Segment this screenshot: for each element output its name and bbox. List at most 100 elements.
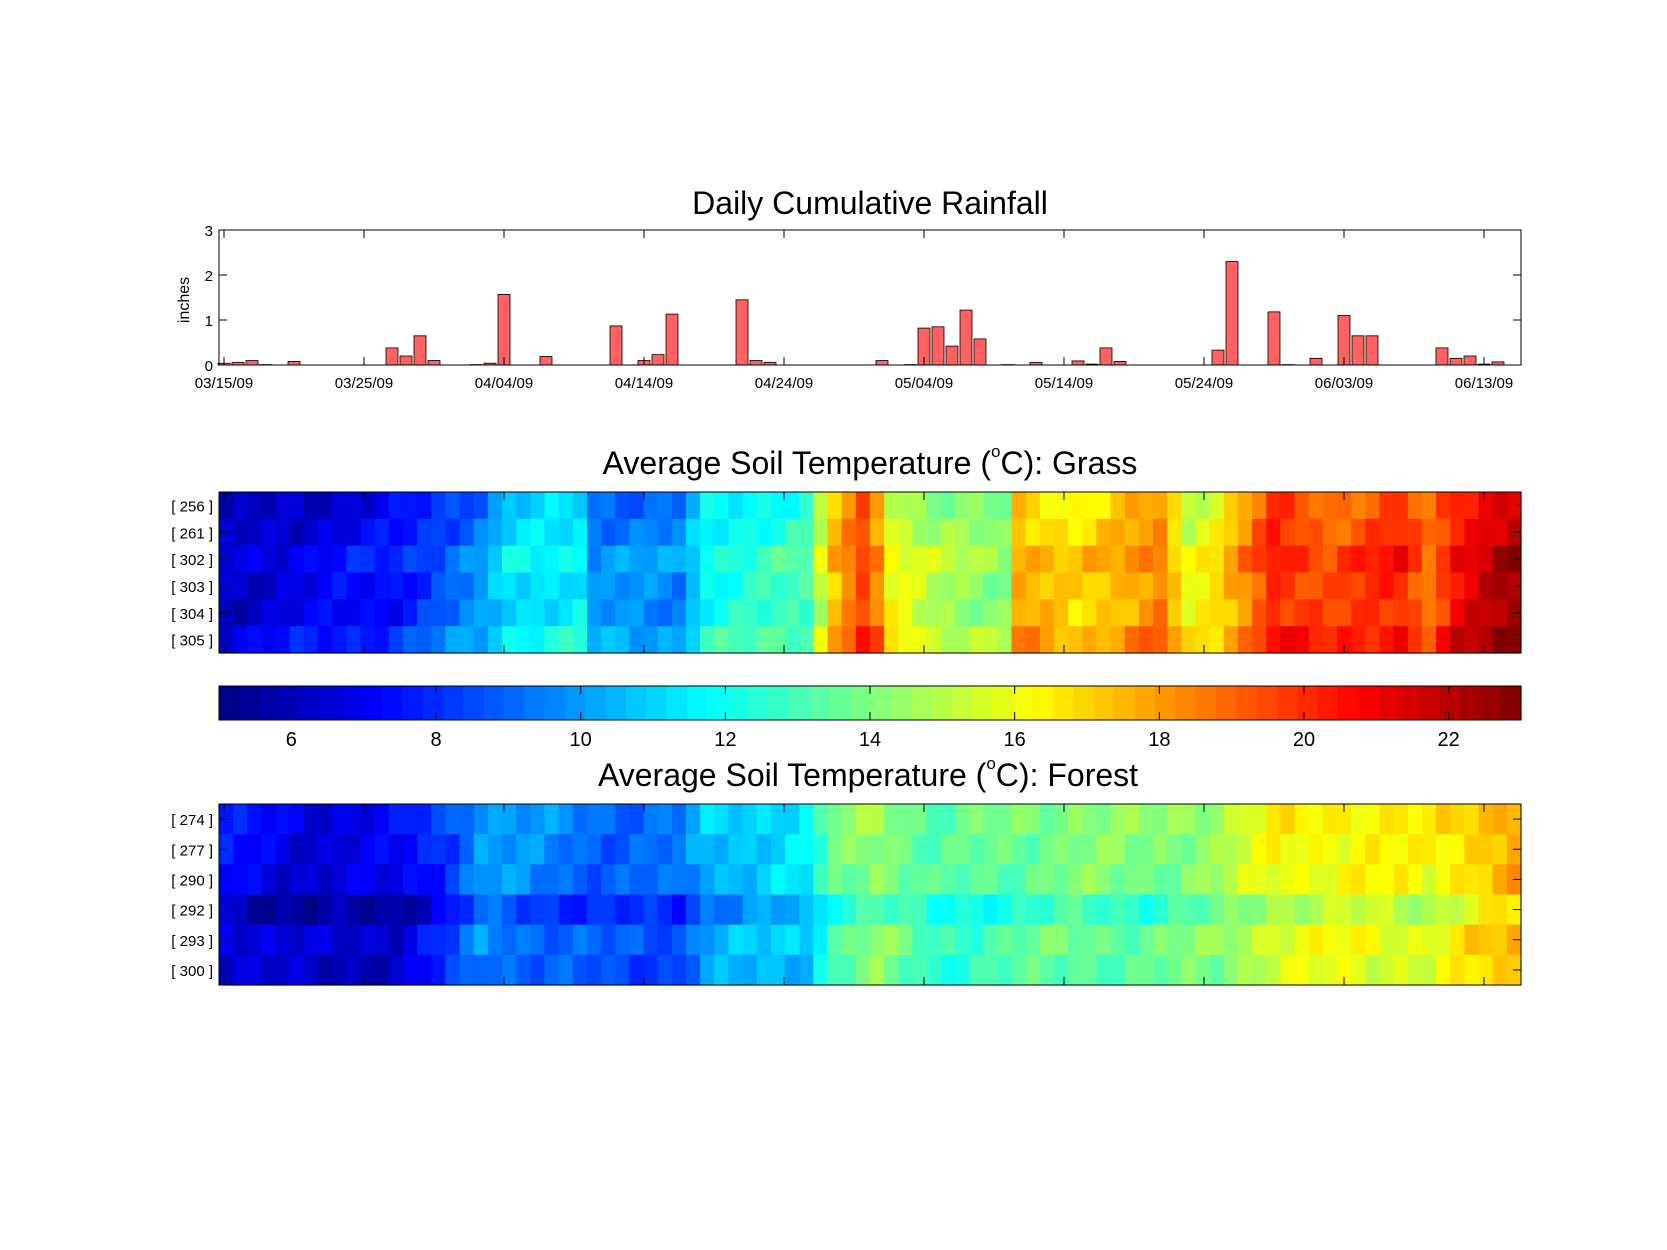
heatmap-cell	[1153, 864, 1168, 896]
colorbar-cell	[402, 686, 424, 720]
heatmap-cell	[643, 518, 659, 547]
colorbar-cell	[1419, 686, 1441, 720]
heatmap-cell	[1294, 518, 1310, 547]
heatmap-cell	[1209, 894, 1225, 926]
heatmap-cell	[940, 518, 956, 547]
heatmap-cell	[261, 834, 277, 865]
rainfall-bar	[931, 326, 945, 366]
heatmap-ytick-label: [ 290 ]	[171, 872, 213, 889]
heatmap-cell	[983, 572, 998, 600]
heatmap-cell	[1294, 894, 1310, 926]
heatmap-cell	[1337, 599, 1352, 627]
heatmap-cell	[1407, 834, 1423, 865]
heatmap-cell	[1492, 518, 1508, 547]
heatmap-cell	[898, 572, 914, 600]
heatmap-cell	[813, 954, 829, 986]
heatmap-cell	[1068, 954, 1083, 986]
heatmap-cell	[1167, 954, 1182, 986]
heatmap-cell	[318, 599, 333, 627]
grass-heatmap-panel: Average Soil Temperature (oC): Grass [ 2…	[171, 442, 1522, 654]
heatmap-cell	[1436, 924, 1451, 956]
heatmap-cell	[1011, 954, 1027, 986]
heatmap-cell	[558, 572, 574, 600]
heatmap-cell	[841, 864, 857, 896]
heatmap-cell	[303, 599, 319, 627]
heatmap-cell	[388, 572, 404, 600]
colorbar-cell	[1317, 686, 1339, 720]
heatmap-cell	[686, 492, 701, 520]
heatmap-cell	[1322, 894, 1338, 926]
heatmap-cell	[1407, 894, 1423, 926]
heatmap-cell	[1223, 954, 1239, 986]
heatmap-cell	[1308, 834, 1324, 865]
heatmap-cell	[1322, 804, 1338, 835]
colorbar-cell	[1500, 686, 1522, 720]
heatmap-cell	[785, 924, 800, 956]
heatmap-cell	[530, 518, 546, 547]
heatmap-cell	[360, 834, 376, 865]
heatmap-cell	[1082, 599, 1098, 627]
heatmap-cell	[417, 804, 432, 835]
heatmap-cell	[417, 954, 432, 986]
heatmap-cell	[388, 834, 404, 865]
heatmap-cell	[1252, 626, 1267, 654]
heatmap-cell	[1110, 954, 1126, 986]
heatmap-cell	[1011, 572, 1027, 600]
heatmap-cell	[940, 954, 956, 986]
heatmap-cell	[770, 924, 786, 956]
heatmap-cell	[954, 492, 970, 520]
heatmap-cell	[1478, 954, 1494, 986]
heatmap-cell	[530, 626, 546, 654]
heatmap-cell	[912, 894, 928, 926]
heatmap-cell	[1053, 492, 1069, 520]
heatmap-cell	[940, 626, 956, 654]
heatmap-cell	[388, 518, 404, 547]
heatmap-cell	[261, 492, 277, 520]
heatmap-cell	[898, 894, 914, 926]
heatmap-cell	[303, 894, 319, 926]
heatmap-cell	[785, 492, 800, 520]
heatmap-cell	[388, 894, 404, 926]
heatmap-cell	[1308, 954, 1324, 986]
heatmap-cell	[1337, 492, 1352, 520]
heatmap-cell	[572, 924, 588, 956]
heatmap-cell	[841, 954, 857, 986]
heatmap-cell	[402, 518, 418, 547]
heatmap-cell	[1393, 492, 1409, 520]
heatmap-cell	[530, 894, 546, 926]
heatmap-cell	[728, 834, 744, 865]
forest-heatmap-cells	[219, 804, 1522, 986]
grass-title: Average Soil Temperature (oC): Grass	[603, 442, 1138, 481]
heatmap-cell	[1379, 894, 1395, 926]
rainfall-bar	[1365, 335, 1379, 366]
heatmap-cell	[926, 864, 942, 896]
heatmap-cell	[289, 864, 305, 896]
heatmap-cell	[502, 545, 517, 574]
colorbar-cell	[564, 686, 586, 720]
colorbar-cell	[239, 686, 261, 720]
heatmap-cell	[841, 518, 857, 547]
forest-heatmap-panel: Average Soil Temperature (oC): Forest [ …	[171, 754, 1522, 986]
heatmap-cell	[1138, 626, 1154, 654]
heatmap-cell	[417, 626, 432, 654]
heatmap-cell	[233, 599, 248, 627]
heatmap-cell	[502, 834, 517, 865]
heatmap-cell	[1110, 572, 1126, 600]
heatmap-cell	[487, 864, 503, 896]
heatmap-cell	[459, 834, 475, 865]
heatmap-cell	[997, 599, 1013, 627]
heatmap-cell	[1181, 572, 1197, 600]
heatmap-cell	[884, 894, 899, 926]
heatmap-cell	[912, 492, 928, 520]
heatmap-cell	[374, 545, 390, 574]
heatmap-cell	[912, 545, 928, 574]
heatmap-cell	[1082, 954, 1098, 986]
heatmap-cell	[303, 492, 319, 520]
heatmap-cell	[1039, 518, 1055, 547]
heatmap-cell	[473, 572, 489, 600]
heatmap-cell	[1209, 492, 1225, 520]
heatmap-cell	[1068, 492, 1083, 520]
heatmap-cell	[926, 626, 942, 654]
heatmap-cell	[586, 954, 602, 986]
